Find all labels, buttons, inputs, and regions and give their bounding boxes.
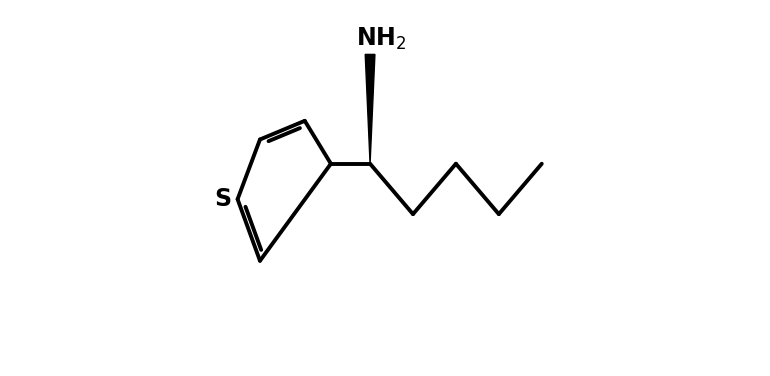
Text: NH$_2$: NH$_2$: [356, 26, 406, 52]
Polygon shape: [365, 55, 375, 164]
Text: S: S: [214, 187, 231, 211]
